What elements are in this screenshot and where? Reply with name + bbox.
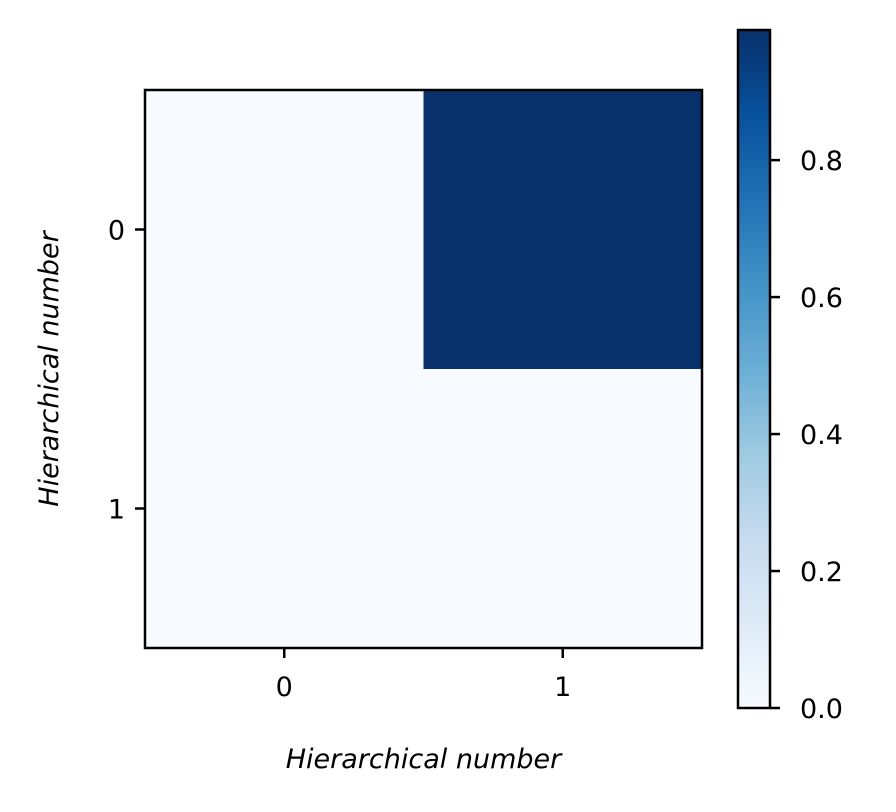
heatmap-cells — [145, 90, 703, 649]
colorbar — [738, 30, 770, 708]
y-axis-ticks: 01 — [108, 216, 145, 526]
colorbar-tick-label: 0.2 — [800, 557, 843, 588]
heatmap-cell-r1-c0 — [145, 369, 424, 649]
x-axis-label: Hierarchical number — [286, 744, 563, 775]
colorbar-tick-label: 0.4 — [800, 420, 843, 451]
colorbar-ticks: 0.0 0.2 0.4 0.6 0.8 — [770, 146, 843, 725]
y-axis-label: Hierarchical number — [34, 229, 65, 506]
heatmap-cell-r1-c1 — [423, 369, 703, 649]
heatmap-cell-r0-c0 — [145, 90, 424, 370]
colorbar-tick-label: 0.0 — [800, 694, 843, 725]
x-tick-label: 1 — [554, 672, 571, 703]
colorbar-tick-label: 0.8 — [800, 146, 843, 177]
heatmap-cell-r0-c1 — [423, 90, 703, 370]
x-tick-label: 0 — [276, 672, 293, 703]
y-tick-label: 0 — [108, 216, 125, 247]
plot-frame — [143, 88, 704, 650]
y-tick-label: 1 — [108, 495, 125, 526]
colorbar-tick-label: 0.6 — [800, 283, 843, 314]
colorbar-frame — [736, 28, 772, 710]
